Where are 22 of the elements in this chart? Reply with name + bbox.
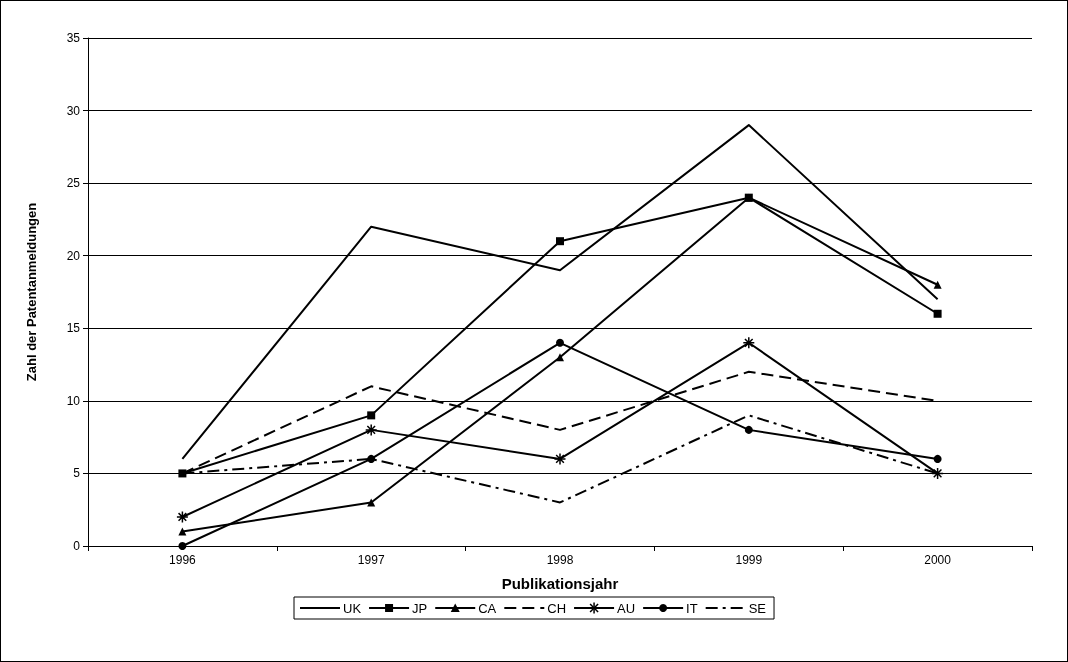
x-tick-label: 2000	[924, 553, 952, 567]
legend-label: CH	[547, 600, 567, 616]
legend-label: UK	[343, 600, 362, 616]
x-tick-label: 1997	[357, 553, 385, 567]
y-axis-title: Zahl der Patentanmeldungen	[24, 202, 39, 382]
y-tick-label: 0	[73, 539, 81, 553]
y-tick-label: 25	[66, 176, 81, 191]
x-tick-label: 1999	[735, 553, 763, 567]
legend-label: AU	[617, 600, 636, 616]
x-tick-label: 1996	[169, 553, 197, 567]
y-tick-label: 15	[66, 321, 81, 336]
y-tick-label: 30	[66, 103, 81, 118]
y-tick-label: 35	[66, 31, 81, 45]
y-tick-label: 5	[73, 466, 81, 481]
y-tick-label: 20	[66, 248, 81, 263]
y-tick-label: 10	[66, 393, 81, 408]
legend-label: JP	[412, 600, 428, 616]
x-tick-label: 1998	[546, 553, 574, 567]
legend-label: IT	[686, 600, 698, 616]
legend-label: SE	[748, 600, 767, 616]
legend-label: CA	[478, 600, 497, 616]
x-axis-title: Publikationsjahr	[501, 575, 619, 592]
